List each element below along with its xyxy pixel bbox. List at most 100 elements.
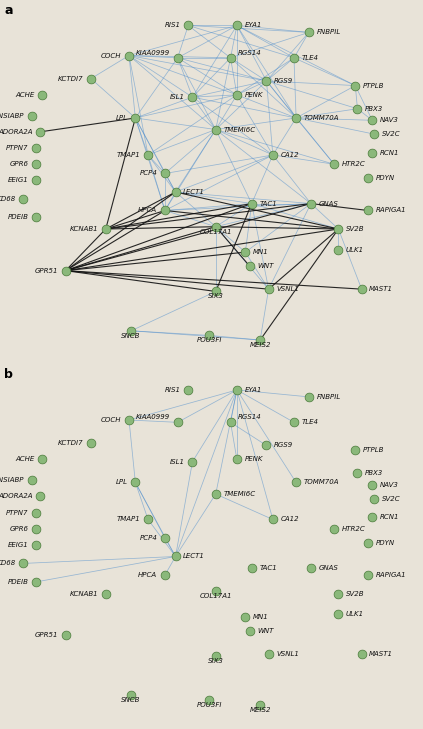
Point [102, 588, 109, 599]
Point [335, 609, 342, 620]
Point [246, 625, 253, 636]
Text: SV2C: SV2C [382, 496, 401, 502]
Text: CA12: CA12 [280, 516, 299, 523]
Point [88, 73, 94, 85]
Text: TLE4: TLE4 [302, 419, 319, 425]
Point [126, 414, 132, 426]
Text: IVNSIABP: IVNSIABP [0, 477, 24, 483]
Text: CD68: CD68 [0, 561, 16, 566]
Point [371, 128, 378, 140]
Text: ACHE: ACHE [15, 456, 35, 462]
Text: ADORA2A: ADORA2A [0, 494, 33, 499]
Point [206, 694, 213, 706]
Point [233, 20, 240, 31]
Text: MN1: MN1 [253, 249, 269, 255]
Text: RIS1: RIS1 [165, 387, 181, 393]
Text: KCNAB1: KCNAB1 [69, 590, 98, 596]
Text: KIAA0999: KIAA0999 [136, 414, 170, 421]
Text: HTR2C: HTR2C [342, 526, 365, 531]
Text: LECT1: LECT1 [183, 189, 205, 195]
Point [172, 186, 179, 198]
Text: PTPLB: PTPLB [363, 447, 385, 453]
Point [145, 149, 151, 161]
Point [174, 416, 181, 428]
Text: a: a [4, 4, 13, 17]
Point [227, 416, 234, 428]
Text: EEIG1: EEIG1 [8, 177, 28, 184]
Text: HPCA: HPCA [138, 572, 157, 578]
Point [102, 223, 109, 235]
Text: RGS9: RGS9 [274, 78, 294, 84]
Point [132, 112, 139, 124]
Point [33, 175, 39, 187]
Text: GPR51: GPR51 [34, 268, 58, 273]
Text: SNCB: SNCB [121, 332, 141, 339]
Point [305, 26, 312, 38]
Text: PTPN7: PTPN7 [6, 510, 28, 515]
Point [174, 52, 181, 63]
Text: TOMM70A: TOMM70A [304, 115, 339, 121]
Point [39, 89, 46, 101]
Point [308, 198, 314, 209]
Point [369, 147, 376, 158]
Text: LPL: LPL [116, 115, 128, 121]
Point [20, 558, 27, 569]
Text: HPCA: HPCA [138, 208, 157, 214]
Point [358, 648, 365, 660]
Text: IVNSIABP: IVNSIABP [0, 113, 24, 119]
Text: SV2B: SV2B [346, 226, 365, 232]
Point [28, 475, 35, 486]
Text: SIX3: SIX3 [208, 294, 224, 300]
Point [263, 440, 270, 451]
Point [33, 576, 39, 588]
Point [162, 205, 168, 217]
Text: TOMM70A: TOMM70A [304, 480, 339, 486]
Point [33, 507, 39, 518]
Point [265, 284, 272, 295]
Point [331, 523, 338, 534]
Point [269, 149, 276, 161]
Text: POU3FI: POU3FI [197, 338, 222, 343]
Text: PENK: PENK [244, 92, 263, 98]
Point [293, 112, 299, 124]
Point [369, 114, 376, 126]
Text: MAST1: MAST1 [369, 286, 393, 292]
Text: PDEIB: PDEIB [8, 579, 28, 585]
Text: RIS1: RIS1 [165, 23, 181, 28]
Point [335, 223, 342, 235]
Point [269, 514, 276, 526]
Point [128, 690, 135, 701]
Point [37, 491, 44, 502]
Text: SIX3: SIX3 [208, 658, 224, 664]
Text: SNCB: SNCB [121, 697, 141, 703]
Point [20, 193, 27, 205]
Point [212, 585, 219, 597]
Point [263, 75, 270, 87]
Point [62, 265, 69, 276]
Text: RGS14: RGS14 [238, 50, 262, 56]
Text: RGS9: RGS9 [274, 443, 294, 448]
Text: ULK1: ULK1 [346, 612, 364, 617]
Text: VSNL1: VSNL1 [276, 651, 299, 657]
Text: GPR6: GPR6 [9, 526, 28, 531]
Text: EEIG1: EEIG1 [8, 542, 28, 548]
Point [265, 648, 272, 660]
Point [242, 246, 249, 258]
Point [369, 511, 376, 523]
Point [189, 456, 196, 467]
Text: KCTDI7: KCTDI7 [58, 440, 83, 446]
Text: EYA1: EYA1 [244, 387, 262, 393]
Point [212, 221, 219, 233]
Text: RGS14: RGS14 [238, 414, 262, 421]
Text: ISL1: ISL1 [170, 459, 185, 464]
Point [39, 453, 46, 465]
Point [365, 569, 371, 581]
Text: COCH: COCH [101, 417, 121, 423]
Text: EYA1: EYA1 [244, 23, 262, 28]
Point [62, 629, 69, 641]
Text: PBX3: PBX3 [365, 470, 383, 476]
Text: TLE4: TLE4 [302, 55, 319, 61]
Point [132, 477, 139, 488]
Text: COCH: COCH [101, 52, 121, 58]
Text: FNBPIL: FNBPIL [316, 29, 341, 36]
